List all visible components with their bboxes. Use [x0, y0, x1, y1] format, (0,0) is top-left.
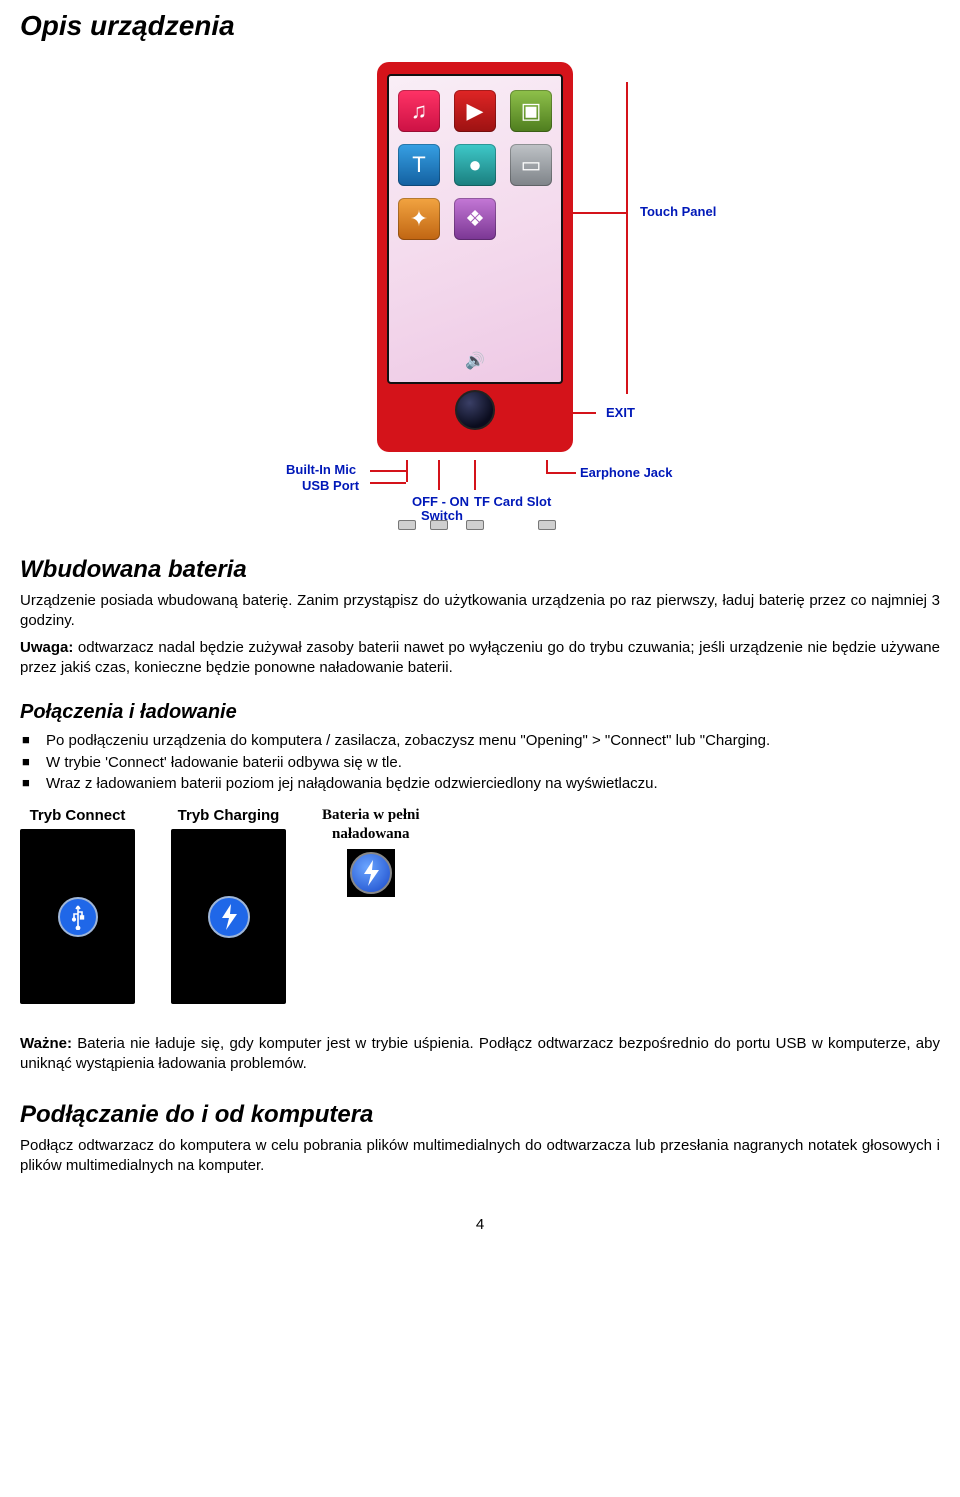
- home-button: [455, 390, 495, 430]
- label-exit: EXIT: [606, 405, 635, 422]
- mode-charging: Tryb Charging: [171, 806, 286, 1005]
- important-note: Ważne: Bateria nie ładuje się, gdy kompu…: [20, 1034, 940, 1073]
- music-icon: ♫: [398, 90, 440, 132]
- record-icon: ●: [454, 144, 496, 186]
- connect-pc-text: Podłącz odtwarzacz do komputera w celu p…: [20, 1136, 940, 1175]
- speaker-icon: 🔊: [389, 352, 561, 373]
- usb-icon: [58, 897, 98, 937]
- port-tf: [466, 520, 484, 530]
- charging-heading: Połączenia i ładowanie: [20, 699, 940, 725]
- mode-charging-title: Tryb Charging: [178, 806, 280, 826]
- fm-icon: T: [398, 144, 440, 186]
- radio-icon: ▭: [510, 144, 552, 186]
- video-icon: ▶: [454, 90, 496, 132]
- connect-pc-heading: Podłączanie do i od komputera: [20, 1099, 940, 1130]
- important-text: Bateria nie ładuje się, gdy komputer jes…: [20, 1035, 940, 1072]
- label-tf-slot: TF Card Slot: [474, 494, 551, 511]
- full-battery-badge: [347, 849, 395, 897]
- page-title: Opis urządzenia: [20, 8, 940, 44]
- modes-row: Tryb Connect Tryb Charging Bateria w peł…: [20, 806, 940, 1005]
- mode-connect-screen: [20, 829, 135, 1004]
- mode-full: Bateria w pełninaładowana: [322, 806, 420, 897]
- label-off-on-2: Switch: [421, 508, 463, 525]
- settings-icon: ❖: [454, 198, 496, 240]
- photo-icon: ▣: [510, 90, 552, 132]
- port-mic-usb: [398, 520, 416, 530]
- charging-bullet: Wraz z ładowaniem baterii poziom jej nał…: [46, 774, 940, 794]
- port-earphone: [538, 520, 556, 530]
- bolt-icon-full: [350, 852, 392, 894]
- bolt-icon: [208, 896, 250, 938]
- mode-full-title: Bateria w pełninaładowana: [322, 806, 420, 845]
- battery-note: Uwaga: odtwarzacz nadal będzie zużywał z…: [20, 638, 940, 677]
- charging-bullet: W trybie 'Connect' ładowanie baterii odb…: [46, 753, 940, 773]
- charging-list: Po podłączeniu urządzenia do komputera /…: [20, 731, 940, 794]
- page-number: 4: [20, 1215, 940, 1235]
- battery-heading: Wbudowana bateria: [20, 554, 940, 585]
- ebook-icon: ✦: [398, 198, 440, 240]
- device-screen: ♫ ▶ ▣ T ● ▭ ✦ ❖ 🔊: [387, 74, 563, 384]
- label-touch-panel: Touch Panel: [640, 204, 716, 221]
- device-body: ♫ ▶ ▣ T ● ▭ ✦ ❖ 🔊: [377, 62, 573, 452]
- mode-connect: Tryb Connect: [20, 806, 135, 1005]
- mode-connect-title: Tryb Connect: [30, 806, 126, 826]
- label-earphone: Earphone Jack: [580, 465, 673, 482]
- mode-charging-screen: [171, 829, 286, 1004]
- device-diagram: ♫ ▶ ▣ T ● ▭ ✦ ❖ 🔊 Touch Panel EXIT Built-In Mic…: [20, 62, 940, 528]
- label-builtin-mic: Built-In Mic: [286, 462, 356, 479]
- charging-bullet: Po podłączeniu urządzenia do komputera /…: [46, 731, 940, 751]
- battery-intro: Urządzenie posiada wbudowaną baterię. Za…: [20, 591, 940, 630]
- battery-note-label: Uwaga:: [20, 639, 73, 656]
- label-usb-port: USB Port: [302, 478, 359, 495]
- important-label: Ważne:: [20, 1035, 72, 1052]
- battery-note-text: odtwarzacz nadal będzie zużywał zasoby b…: [20, 639, 940, 676]
